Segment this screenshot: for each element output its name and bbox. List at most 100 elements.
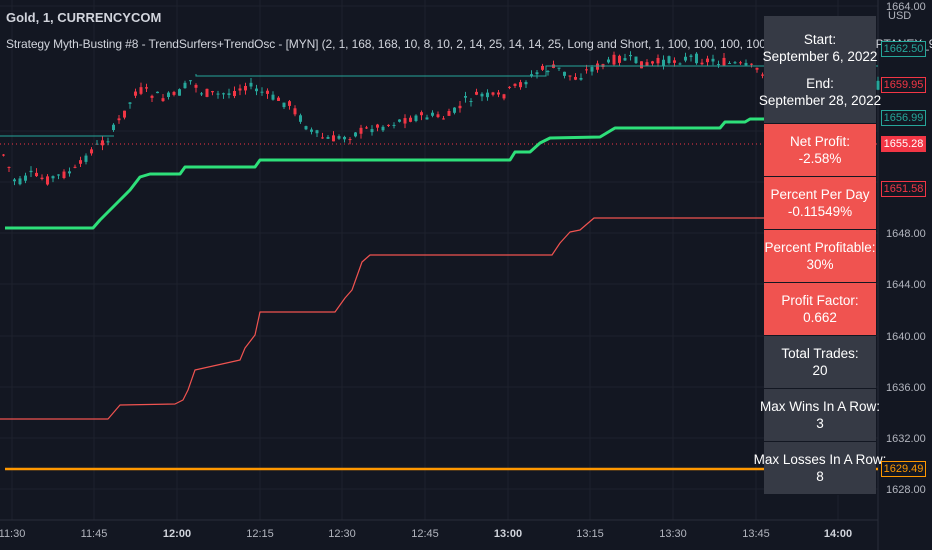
candle-body: [761, 74, 764, 76]
time-tick-label: 11:30: [0, 528, 25, 540]
candle-body: [662, 59, 665, 67]
candle-body: [381, 126, 385, 131]
price-tick-label: 1648.00: [886, 228, 926, 240]
stat-end-label: End:: [806, 75, 834, 91]
candle-body: [161, 98, 165, 102]
candle-body: [244, 85, 247, 91]
candle-body: [513, 83, 517, 86]
candle-body: [310, 129, 313, 132]
candle-body: [315, 130, 319, 134]
candle-body: [392, 124, 396, 126]
candle-body: [436, 114, 440, 118]
time-tick-label: 12:00: [163, 528, 191, 540]
stat-max-losses: Max Losses In A Row: 8: [754, 442, 886, 495]
stat-mw-label: Max Wins In A Row:: [759, 399, 881, 414]
candle-body: [183, 82, 187, 89]
candle-body: [519, 82, 522, 88]
time-tick-label: 14:00: [824, 528, 852, 540]
candle-body: [475, 91, 478, 95]
currency-label[interactable]: USD: [888, 10, 912, 22]
stat-end-value: September 28, 2022: [758, 92, 882, 108]
candle-body: [51, 176, 55, 179]
candle-body: [739, 62, 742, 64]
candle-body: [535, 72, 539, 75]
candle-body: [73, 166, 77, 168]
candle-body: [321, 137, 324, 139]
candle-body: [568, 75, 572, 77]
stat-pp-label: Percent Profitable:: [764, 240, 876, 255]
candle-body: [271, 94, 275, 100]
candle-body: [651, 61, 654, 64]
candle-body: [431, 112, 434, 116]
candle-body: [128, 102, 132, 104]
candle-body: [40, 177, 44, 180]
stat-percent-per-day: Percent Per Day -0.11549%: [764, 177, 876, 230]
candle-body: [282, 102, 286, 108]
candle-body: [238, 88, 242, 91]
stat-total-trades: Total Trades: 20: [764, 336, 876, 389]
candle-body: [497, 92, 500, 95]
trend-oscillator-line: [0, 217, 764, 420]
candle-body: [733, 62, 737, 64]
stat-start-label: Start:: [803, 31, 837, 47]
candle-body: [106, 141, 110, 143]
price-tick-label: 1664.00: [886, 1, 926, 13]
candle-body: [728, 63, 731, 65]
candle-body: [266, 90, 269, 94]
candle-body: [90, 149, 93, 154]
trailing-stop-line: [5, 117, 764, 230]
candle-body: [145, 87, 148, 89]
price-label: 1629.49: [881, 461, 926, 477]
candle-body: [35, 172, 38, 177]
candle-body: [233, 90, 236, 97]
candle-body: [480, 93, 484, 97]
candle-body: [194, 84, 198, 88]
candle-body: [365, 127, 368, 129]
candle-body: [293, 108, 297, 115]
time-tick-label: 13:15: [576, 528, 604, 540]
level-line: [195, 65, 878, 77]
candle-body: [596, 63, 599, 70]
strategy-legend[interactable]: Strategy Myth-Busting #8 - TrendSurfers+…: [6, 37, 932, 51]
candle-body: [502, 94, 506, 99]
candle-body: [24, 175, 27, 181]
candle-body: [706, 58, 709, 63]
candle-body: [574, 76, 577, 80]
stat-pf-label: Profit Factor:: [781, 293, 859, 308]
candle-body: [755, 67, 759, 70]
candle-body: [541, 65, 544, 70]
candle-body: [585, 69, 588, 71]
candle-body: [2, 154, 5, 156]
candle-body: [343, 136, 346, 140]
stat-dates: Start: September 6, 2022 End: September …: [759, 16, 881, 124]
candle-body: [304, 126, 308, 130]
candle-body: [656, 57, 660, 64]
candle-body: [348, 139, 352, 141]
candle-body: [557, 67, 561, 69]
candle-body: [57, 174, 60, 176]
candle-body: [508, 86, 511, 88]
candle-body: [398, 119, 401, 122]
candle-body: [150, 95, 154, 98]
candle-body: [524, 82, 528, 85]
time-tick-label: 12:45: [411, 528, 439, 540]
price-tick-label: 1632.00: [886, 433, 926, 445]
stat-net-profit: Net Profit: -2.58%: [764, 124, 876, 177]
candle-body: [629, 54, 632, 57]
candle-body: [123, 110, 126, 118]
candle-body: [134, 91, 137, 96]
candlestick-series: [2, 51, 880, 186]
candle-body: [277, 97, 280, 101]
candle-body: [354, 132, 357, 137]
candle-body: [299, 115, 302, 122]
price-label: 1659.95: [881, 77, 926, 93]
candle-body: [640, 61, 643, 69]
stat-net-profit-value: -2.58%: [798, 151, 842, 166]
symbol-title[interactable]: Gold, 1, CURRENCYCOM: [6, 10, 162, 25]
stat-max-wins: Max Wins In A Row: 3: [760, 389, 880, 442]
candle-body: [332, 135, 335, 142]
price-label: 1656.99: [881, 110, 926, 126]
time-tick-label: 13:00: [494, 528, 522, 540]
